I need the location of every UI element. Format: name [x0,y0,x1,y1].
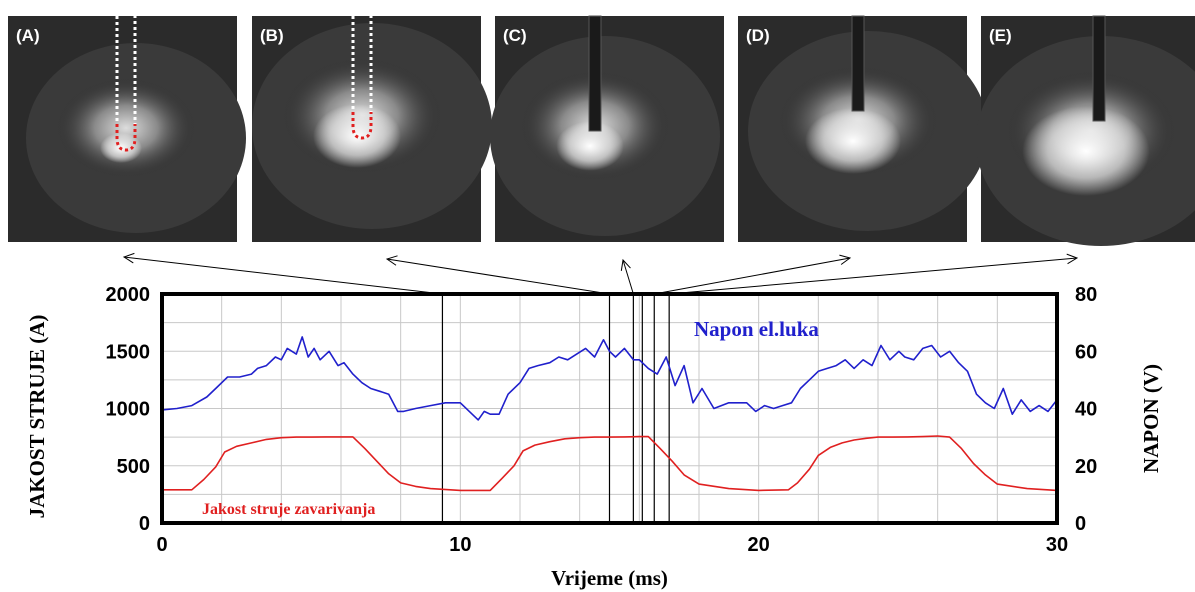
y-left-tick-label: 2000 [106,284,151,306]
y-right-tick-label: 80 [1075,284,1097,306]
x-tick-label: 30 [1046,534,1068,556]
panel-label: (D) [746,26,770,45]
panel-label: (B) [260,26,284,45]
x-tick-label: 10 [449,534,471,556]
electrode [1092,15,1106,122]
tick-labels: 0 10 20 30 0 500 1000 1500 2000 0 20 40 60 80 [106,284,1098,556]
electrode [851,15,865,112]
y-axis-right-title: NAPON (V) [1139,364,1163,473]
weld-pool [56,78,196,178]
y-right-tick-label: 40 [1075,399,1097,421]
arrowhead [839,254,852,265]
chart: 0 10 20 30 0 500 1000 1500 2000 0 20 40 60 80 Vrijeme… [25,284,1163,590]
series-line-jakost [162,435,1058,492]
connector-line [669,257,1078,295]
x-tick-label: 0 [156,534,167,556]
y-left-tick-label: 1500 [106,341,151,363]
x-tick-label: 20 [748,534,770,556]
arc-glow [1022,106,1150,196]
y-axis-left-title: JAKOST STRUJE (A) [25,315,49,519]
y-left-tick-label: 500 [117,456,150,478]
photo-panel: (B) [252,16,492,242]
y-left-tick-label: 1000 [106,399,151,421]
series-label-jakost: Jakost struje zavarivanja [202,501,375,518]
y-right-tick-label: 60 [1075,341,1097,363]
photo-panels: (A) (B) (C) (D) (E) [8,15,1195,246]
arrowhead [122,252,135,264]
arrowhead [385,255,398,266]
electrode-tip-outline [351,112,373,140]
panel-label: (A) [16,26,40,45]
electrode [588,15,602,132]
series-label-napon: Napon el.luka [694,317,819,341]
photo-panel: (D) [738,15,988,242]
electrode-tip-outline [115,124,137,152]
x-axis-title: Vrijeme (ms) [551,566,668,590]
marker-lines [441,294,670,523]
arc-glow [805,108,901,174]
series-line-napon [161,336,1058,421]
connector-arrows [122,252,1079,295]
y-right-tick-label: 20 [1075,456,1097,478]
y-left-tick-label: 0 [139,513,150,535]
panel-label: (C) [503,26,527,45]
photo-panel: (E) [976,15,1195,246]
arrowhead [620,258,631,271]
arc-glow [556,121,624,171]
plot-frame [160,292,1059,525]
photo-panel: (A) [8,16,246,242]
panel-label: (E) [989,26,1012,45]
connector-line [123,256,443,295]
series-layer [161,336,1058,492]
connector-line [622,259,634,295]
connector-line [654,257,851,295]
y-right-tick-label: 0 [1075,513,1086,535]
photo-panel: (C) [490,15,724,242]
connector-line [386,258,610,295]
arrowhead [1066,253,1079,265]
